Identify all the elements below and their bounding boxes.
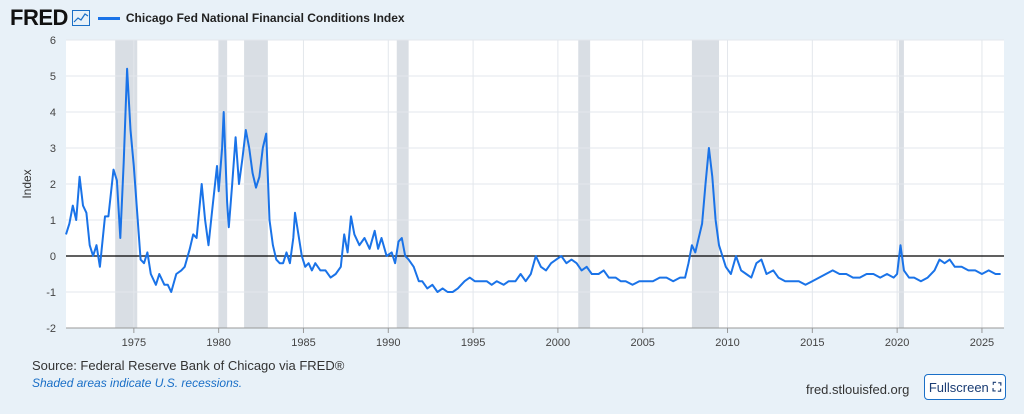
line-chart-icon bbox=[71, 10, 90, 26]
x-tick-label: 2000 bbox=[546, 337, 570, 349]
y-tick-label: 4 bbox=[50, 107, 56, 119]
x-tick-label: 2005 bbox=[630, 337, 654, 349]
x-tick-label: 1980 bbox=[206, 337, 230, 349]
y-tick-label: 2 bbox=[50, 179, 56, 191]
x-tick-label: 1975 bbox=[122, 337, 146, 349]
y-tick-label: 5 bbox=[50, 71, 56, 83]
y-tick-label: 0 bbox=[50, 251, 56, 263]
expand-icon: ⛶ bbox=[992, 379, 1002, 394]
x-tick-label: 2015 bbox=[800, 337, 824, 349]
x-tick-label: 2010 bbox=[715, 337, 739, 349]
chart-legend: Chicago Fed National Financial Condition… bbox=[97, 11, 405, 25]
fred-logo[interactable]: FRED bbox=[10, 5, 68, 30]
series-line bbox=[65, 67, 1001, 293]
y-tick-label: 6 bbox=[50, 35, 56, 47]
x-tick-label: 1995 bbox=[461, 337, 485, 349]
x-tick-label: 1985 bbox=[291, 337, 315, 349]
chart-header: FRED Chicago Fed National Financial Cond… bbox=[10, 5, 405, 30]
x-tick-label: 2020 bbox=[885, 337, 909, 349]
fred-url[interactable]: fred.stlouisfed.org bbox=[806, 382, 910, 397]
x-tick-label: 2025 bbox=[970, 337, 994, 349]
y-tick-label: -2 bbox=[46, 323, 56, 335]
fullscreen-label: Fullscreen bbox=[928, 379, 989, 395]
legend-swatch bbox=[97, 16, 120, 20]
fullscreen-button[interactable]: Fullscreen ⛶ bbox=[924, 374, 1006, 400]
y-tick-label: -1 bbox=[46, 287, 56, 299]
legend-series-label: Chicago Fed National Financial Condition… bbox=[125, 11, 405, 25]
y-tick-label: 1 bbox=[50, 215, 56, 227]
y-tick-label: 3 bbox=[50, 143, 56, 155]
recession-note: Shaded areas indicate U.S. recessions. bbox=[32, 376, 243, 390]
y-axis-label: Index bbox=[20, 169, 34, 198]
x-tick-label: 1990 bbox=[376, 337, 400, 349]
source-text: Source: Federal Reserve Bank of Chicago … bbox=[32, 358, 345, 373]
